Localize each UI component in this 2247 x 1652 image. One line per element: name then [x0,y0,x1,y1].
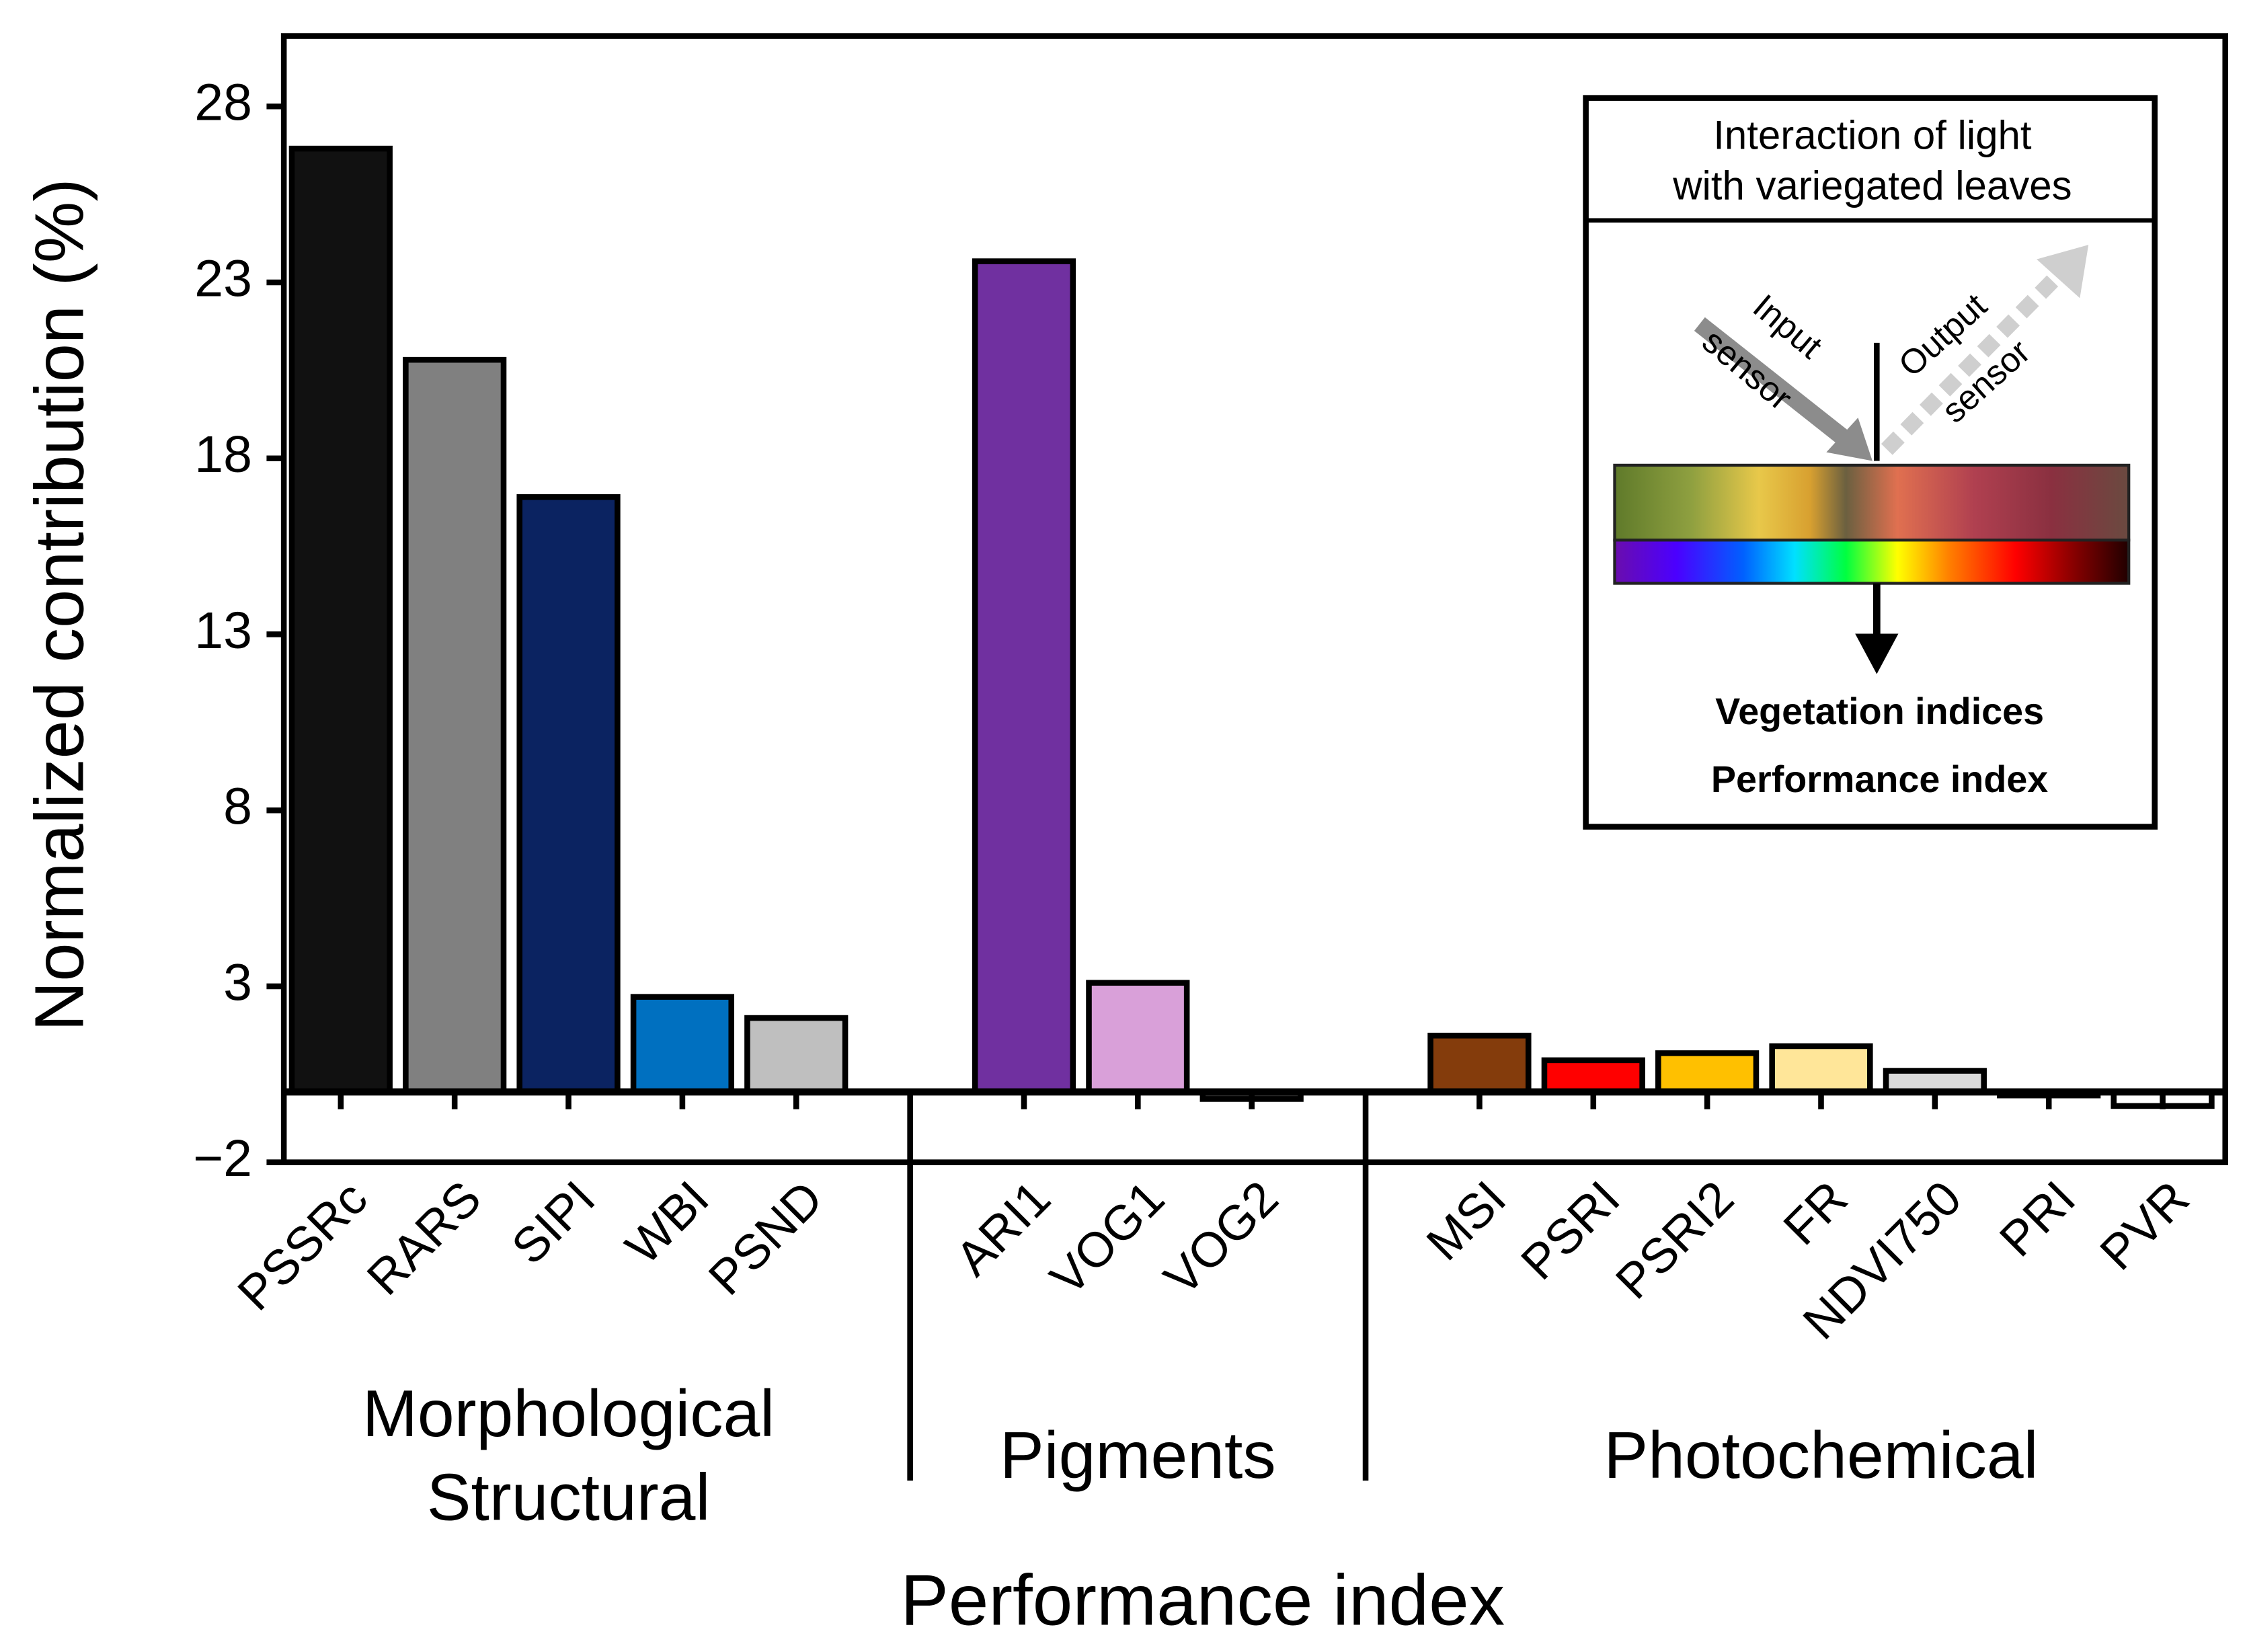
output-arrow [1881,265,2069,455]
leaf-strip [1613,463,2131,542]
input-arrow-head [1826,418,1872,461]
x-tick-label: RARS [357,1171,491,1305]
bar [1769,1043,1873,1095]
x-tick-label: WBI [615,1171,719,1275]
y-tick-label: 28 [194,74,252,132]
bar [403,356,507,1095]
bar [1427,1032,1532,1095]
x-tick-label: MSI [1416,1171,1516,1271]
bar [1086,980,1190,1095]
y-tick-label: 13 [194,602,252,660]
bar [972,258,1076,1095]
inset-result: Vegetation indices [1715,691,2044,732]
y-tick-label: 23 [194,249,252,307]
inset: Interaction of light with variegated leav… [1583,95,2158,830]
y-axis-title: Normalized contribution (%) [21,178,98,1031]
inset-title: Interaction of light [1713,112,2032,157]
group-label: Structural [427,1460,711,1534]
x-tick-label: PVR [2090,1171,2199,1280]
x-tick-label: VOG2 [1154,1171,1288,1305]
group-label: Pigments [1000,1418,1276,1492]
y-tick-label: −2 [193,1130,252,1187]
bar [516,494,621,1095]
plot-frame [280,33,2228,1165]
group-label: Photochemical [1604,1418,2038,1492]
y-tick-label: 8 [223,778,252,836]
x-tick-label: VOG1 [1040,1171,1175,1305]
x-axis-title: Performance index [900,1560,1505,1641]
x-tick-label: PRI [1989,1171,2086,1267]
group-label: Morphological [362,1376,775,1450]
bar [1655,1050,1760,1095]
bar [744,1015,849,1095]
spectrum [1613,539,2131,585]
y-tick-label: 3 [223,953,252,1011]
x-tick-label: PSRI2 [1606,1171,1744,1309]
x-tick-label: PSSRc [227,1171,377,1321]
x-tick-label: SIPI [502,1171,606,1275]
x-tick-label: FR [1773,1171,1858,1255]
input-arrow [1694,317,1856,450]
y-tick-label: 18 [194,426,252,483]
bar [1541,1057,1645,1095]
inset-result: Performance index [1711,758,2048,800]
bar [288,145,393,1095]
bar [630,994,735,1095]
inset-title: with variegated leaves [1672,163,2072,208]
down-arrow-head [1855,633,1899,674]
x-tick-label: PSND [699,1171,833,1305]
output-arrow-head [2037,245,2089,299]
